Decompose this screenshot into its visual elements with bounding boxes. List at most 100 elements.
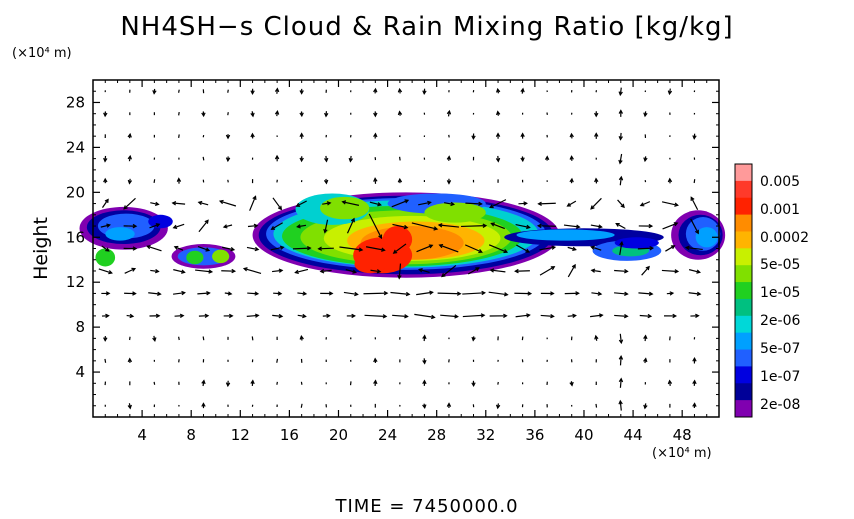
wind-arrow xyxy=(399,156,401,161)
wind-arrow xyxy=(123,197,136,210)
wind-arrow-head xyxy=(618,377,624,383)
wind-arrow-head xyxy=(108,270,113,275)
wind-arrow-head xyxy=(218,199,224,205)
wind-arrow-head xyxy=(254,313,260,318)
wind-arrow-head xyxy=(422,359,427,365)
wind-arrow xyxy=(150,202,159,206)
wind-arrow-head xyxy=(319,269,325,274)
wind-arrow-head xyxy=(566,202,572,207)
wind-arrow-head xyxy=(620,203,625,209)
wind-arrow-head xyxy=(495,132,501,137)
wind-arrow-head xyxy=(456,291,462,296)
wind-arrow-head xyxy=(354,291,359,297)
wind-arrow-head xyxy=(537,201,542,206)
x-tick-label: 20 xyxy=(329,426,348,444)
wind-arrow xyxy=(438,224,459,228)
wind-arrow xyxy=(272,314,283,318)
colorbar-swatch xyxy=(735,180,752,199)
wind-arrow xyxy=(662,222,678,230)
wind-arrow-head xyxy=(514,268,519,274)
wind-arrow-head xyxy=(201,402,206,407)
colorbar-label: 5e-07 xyxy=(760,341,800,357)
wind-arrow xyxy=(590,314,603,318)
wind-arrow-head xyxy=(373,132,378,138)
wind-arrow-head xyxy=(254,291,260,296)
wind-arrow-head xyxy=(206,290,211,296)
wind-arrow xyxy=(540,314,554,317)
colorbar-swatch xyxy=(735,282,752,300)
wind-arrow xyxy=(346,218,355,234)
wind-arrow-head xyxy=(503,292,509,297)
wind-arrow-head xyxy=(428,244,434,249)
wind-arrow xyxy=(619,176,622,186)
wind-arrow-head xyxy=(132,246,138,251)
wind-arrow xyxy=(174,314,184,317)
wind-arrow-head xyxy=(523,201,528,206)
colorbar-swatch xyxy=(735,349,752,367)
wind-arrow-head xyxy=(404,314,409,319)
wind-arrow-head xyxy=(208,269,214,274)
wind-arrow-head xyxy=(446,180,452,185)
wind-arrow-head xyxy=(418,268,423,273)
cloud-main xyxy=(320,196,370,220)
wind-arrow-head xyxy=(155,223,161,228)
wind-arrow-head xyxy=(382,314,388,319)
wind-arrow xyxy=(462,292,485,295)
wind-arrow xyxy=(416,244,433,253)
wind-arrow xyxy=(296,200,307,207)
wind-arrow xyxy=(617,199,625,208)
wind-arrow-head xyxy=(397,177,403,183)
wind-arrow-head xyxy=(277,291,283,296)
wind-arrow-head xyxy=(643,157,648,163)
wind-arrow xyxy=(392,223,408,229)
wind-arrow-head xyxy=(204,313,210,319)
wind-arrow-head xyxy=(173,245,179,250)
wind-arrow xyxy=(292,247,311,250)
wind-arrow-head xyxy=(489,204,494,209)
wind-arrow-head xyxy=(341,200,347,205)
wind-arrow-head xyxy=(544,155,550,161)
wind-arrow-head xyxy=(667,177,673,183)
wind-arrow xyxy=(489,199,507,209)
wind-arrow-head xyxy=(222,224,228,229)
wind-arrow-head xyxy=(454,314,459,319)
cloud-small-west xyxy=(186,250,204,265)
wind-arrow-head xyxy=(201,379,206,385)
wind-arrow-head xyxy=(526,224,531,230)
wind-arrow xyxy=(324,219,329,233)
wind-arrow xyxy=(198,201,209,206)
wind-arrow xyxy=(440,314,458,318)
wind-arrow-head xyxy=(103,112,108,118)
wind-arrow-head xyxy=(373,112,378,118)
wind-arrow xyxy=(243,267,262,274)
y-tick-label: 12 xyxy=(66,273,85,291)
wind-arrow-head xyxy=(228,313,234,319)
wind-arrow-head xyxy=(495,157,501,163)
wind-arrow-head xyxy=(324,112,329,118)
wind-arrow-head xyxy=(204,219,209,224)
wind-arrow-head xyxy=(471,382,476,388)
colorbar-swatch xyxy=(735,315,752,334)
wind-arrow-head xyxy=(302,291,308,296)
wind-arrow xyxy=(276,358,279,363)
x-tick-label: 44 xyxy=(624,426,643,444)
wind-arrow-head xyxy=(302,313,307,319)
x-tick-label: 28 xyxy=(427,426,446,444)
wind-arrow xyxy=(538,202,556,205)
wind-arrow-head xyxy=(536,223,542,229)
wind-arrow xyxy=(567,200,577,207)
colorbar-swatch xyxy=(735,231,752,249)
wind-arrow-head xyxy=(252,195,257,200)
wind-arrow-head xyxy=(569,177,574,183)
wind-arrow-head xyxy=(438,243,444,249)
wind-arrow xyxy=(591,246,602,251)
wind-arrow xyxy=(411,222,438,230)
wind-arrow-head xyxy=(152,90,157,95)
wind-arrow-head xyxy=(569,155,574,160)
wind-arrow xyxy=(641,266,650,276)
wind-arrow-head xyxy=(405,291,411,297)
wind-arrow-head xyxy=(154,201,160,207)
wind-arrow-head xyxy=(105,247,110,252)
wind-arrow xyxy=(364,314,387,318)
x-tick-label: 4 xyxy=(137,426,147,444)
